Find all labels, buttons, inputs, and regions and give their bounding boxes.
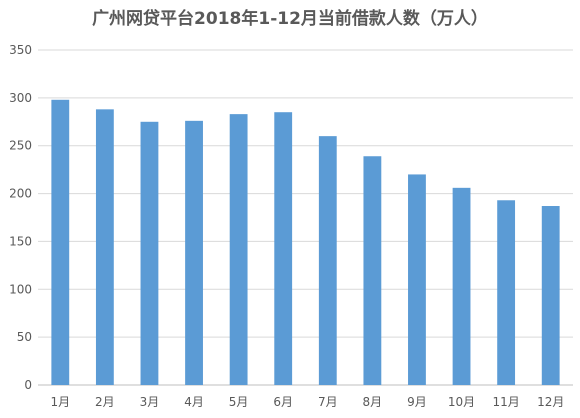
chart-title: 广州网贷平台2018年1-12月当前借款人数（万人）: [92, 9, 488, 29]
gridlines: [38, 49, 573, 386]
x-tick-label: 4月: [184, 395, 204, 409]
x-tick-label: 5月: [229, 395, 249, 409]
x-tick-label: 2月: [95, 395, 115, 409]
y-tick-label: 250: [9, 139, 32, 153]
bar-3: [140, 121, 159, 385]
bar-5: [229, 114, 248, 385]
bars: [51, 99, 560, 386]
bar-4: [185, 120, 203, 385]
x-tick-label: 12月: [537, 395, 564, 409]
y-tick-label: 50: [17, 330, 32, 344]
bar-9: [408, 174, 426, 385]
x-tick-label: 6月: [273, 395, 293, 409]
bar-6: [274, 112, 293, 386]
x-tick-label: 11月: [492, 395, 519, 409]
x-axis-ticks: 1月 2月 3月 4月 5月 6月 7月 8月 9月 10月 11月 12月: [50, 395, 564, 409]
x-tick-label: 8月: [363, 395, 383, 409]
x-tick-label: 9月: [407, 395, 427, 409]
y-tick-label: 300: [9, 91, 32, 105]
y-tick-label: 200: [9, 187, 32, 201]
bar-1: [51, 99, 70, 386]
y-tick-label: 100: [9, 282, 32, 296]
bar-8: [363, 156, 382, 385]
y-tick-label: 350: [9, 43, 32, 57]
bar-10: [452, 187, 471, 385]
x-tick-label: 10月: [448, 395, 475, 409]
x-tick-label: 3月: [140, 395, 160, 409]
bar-12: [541, 206, 560, 385]
bar-11: [497, 200, 516, 385]
y-tick-label: 150: [9, 234, 32, 248]
y-tick-label: 0: [24, 378, 32, 392]
bar-7: [318, 136, 337, 385]
y-axis-ticks: 0 50 100 150 200 250 300 350: [9, 43, 32, 392]
bar-2: [95, 109, 114, 385]
x-tick-label: 1月: [50, 395, 70, 409]
x-tick-label: 7月: [318, 395, 338, 409]
